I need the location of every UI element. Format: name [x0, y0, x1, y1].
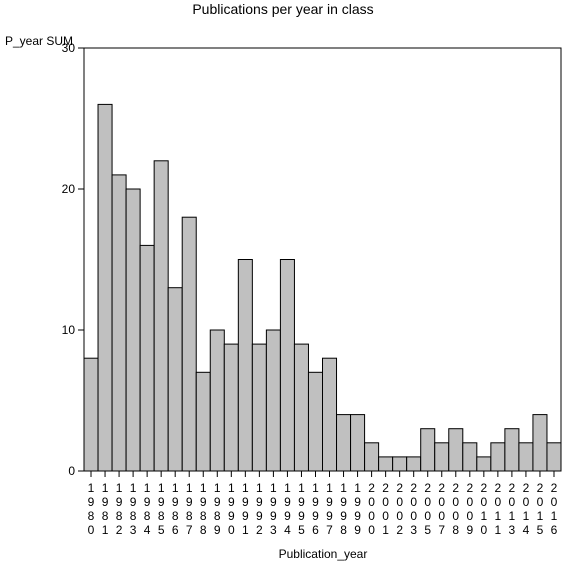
y-tick-label: 30: [62, 41, 76, 55]
x-axis-label: Publication_year: [279, 547, 368, 561]
bar: [350, 414, 366, 472]
y-tick-label: 20: [62, 182, 76, 196]
bar: [279, 259, 295, 472]
bar: [476, 456, 492, 472]
plot-area: 0 10 20 30 1 9 8 0 1 9 8 1 1 9 8 2 1 9 8 3 1 9 8 4 1 9 8 5 1 9 8 6 1 9 8 7 1…: [62, 41, 562, 537]
bar: [434, 442, 450, 472]
y-axis-label: P_year SUM: [5, 34, 73, 48]
bar: [209, 329, 225, 472]
bar: [181, 216, 197, 472]
y-tick-label: 10: [62, 323, 76, 337]
bar: [83, 357, 99, 472]
bar: [237, 259, 253, 472]
bar: [336, 414, 352, 472]
bar: [420, 428, 436, 472]
bar: [307, 371, 323, 472]
bar: [504, 428, 520, 472]
bar: [546, 442, 562, 472]
y-tick-label: 0: [68, 464, 75, 478]
bar: [293, 343, 309, 472]
bar: [490, 442, 506, 472]
chart-title: Publications per year in class: [192, 1, 373, 17]
bar: [322, 357, 338, 472]
bar: [97, 103, 113, 472]
bar: [448, 428, 464, 472]
bar: [265, 329, 281, 472]
bar: [462, 442, 478, 472]
bar: [364, 442, 380, 472]
bar: [223, 343, 239, 472]
bar: [153, 160, 169, 472]
bar: [167, 287, 183, 472]
bar: [139, 244, 155, 472]
bar: [378, 456, 394, 472]
bar: [406, 456, 422, 472]
bar: [392, 456, 408, 472]
bar: [518, 442, 534, 472]
bar: [195, 371, 211, 472]
bar: [111, 174, 127, 472]
bar: [125, 188, 141, 472]
bar: [532, 414, 548, 472]
bar: [251, 343, 267, 472]
